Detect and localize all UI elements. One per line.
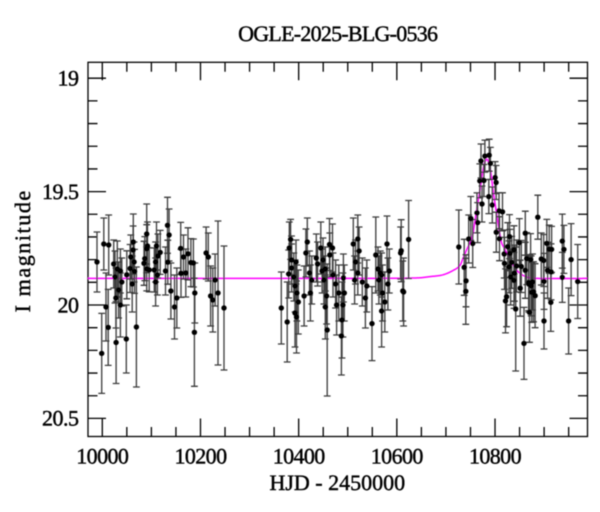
- svg-text:10200: 10200: [174, 444, 227, 469]
- svg-text:OGLE-2025-BLG-0536: OGLE-2025-BLG-0536: [238, 21, 438, 46]
- svg-text:I magnitude: I magnitude: [10, 189, 35, 312]
- svg-text:10000: 10000: [76, 444, 129, 469]
- svg-text:10400: 10400: [273, 444, 326, 469]
- svg-text:19.5: 19.5: [42, 179, 79, 204]
- svg-text:20: 20: [58, 292, 80, 317]
- svg-text:19: 19: [58, 66, 80, 91]
- svg-text:10800: 10800: [469, 444, 522, 469]
- svg-text:20.5: 20.5: [42, 406, 79, 431]
- svg-text:HJD - 2450000: HJD - 2450000: [269, 470, 405, 495]
- svg-text:10600: 10600: [371, 444, 424, 469]
